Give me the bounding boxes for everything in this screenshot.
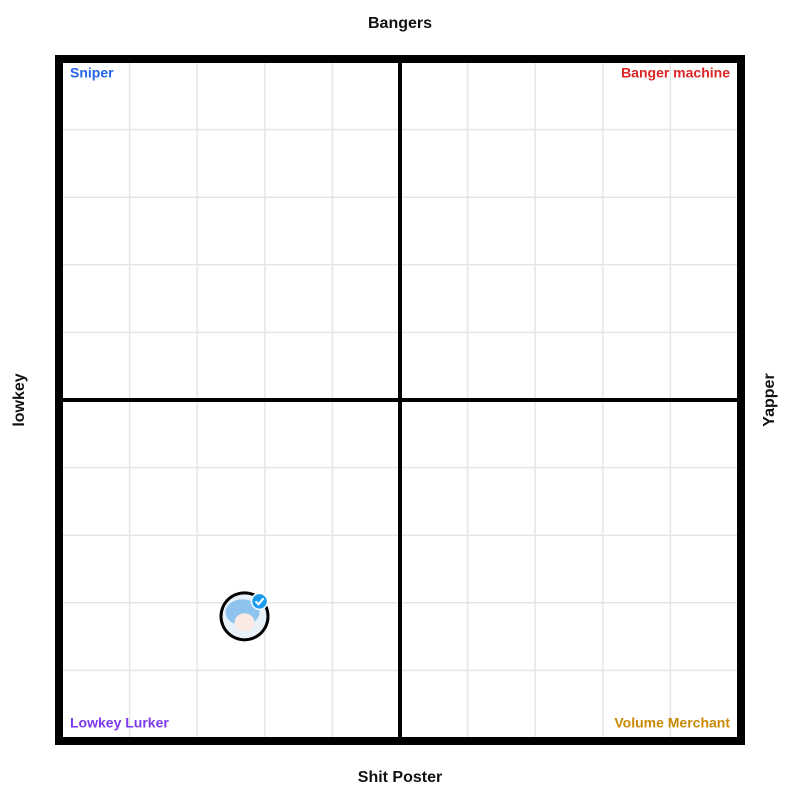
quadrant-label: Banger machine [621, 65, 730, 81]
top-label: Bangers [368, 15, 432, 32]
bottom-label: Shit Poster [358, 769, 442, 786]
verified-check [254, 597, 265, 606]
quadrant-label: Lowkey Lurker [70, 715, 169, 731]
avatar-point [219, 591, 270, 642]
quadrant-label: Sniper [70, 65, 114, 81]
right-label: Yapper [761, 373, 778, 426]
frame [55, 55, 745, 745]
quadrant-label: Volume Merchant [614, 715, 730, 731]
left-label: lowkey [11, 373, 28, 426]
verified-badge [250, 592, 269, 611]
avatar-face [234, 613, 255, 632]
